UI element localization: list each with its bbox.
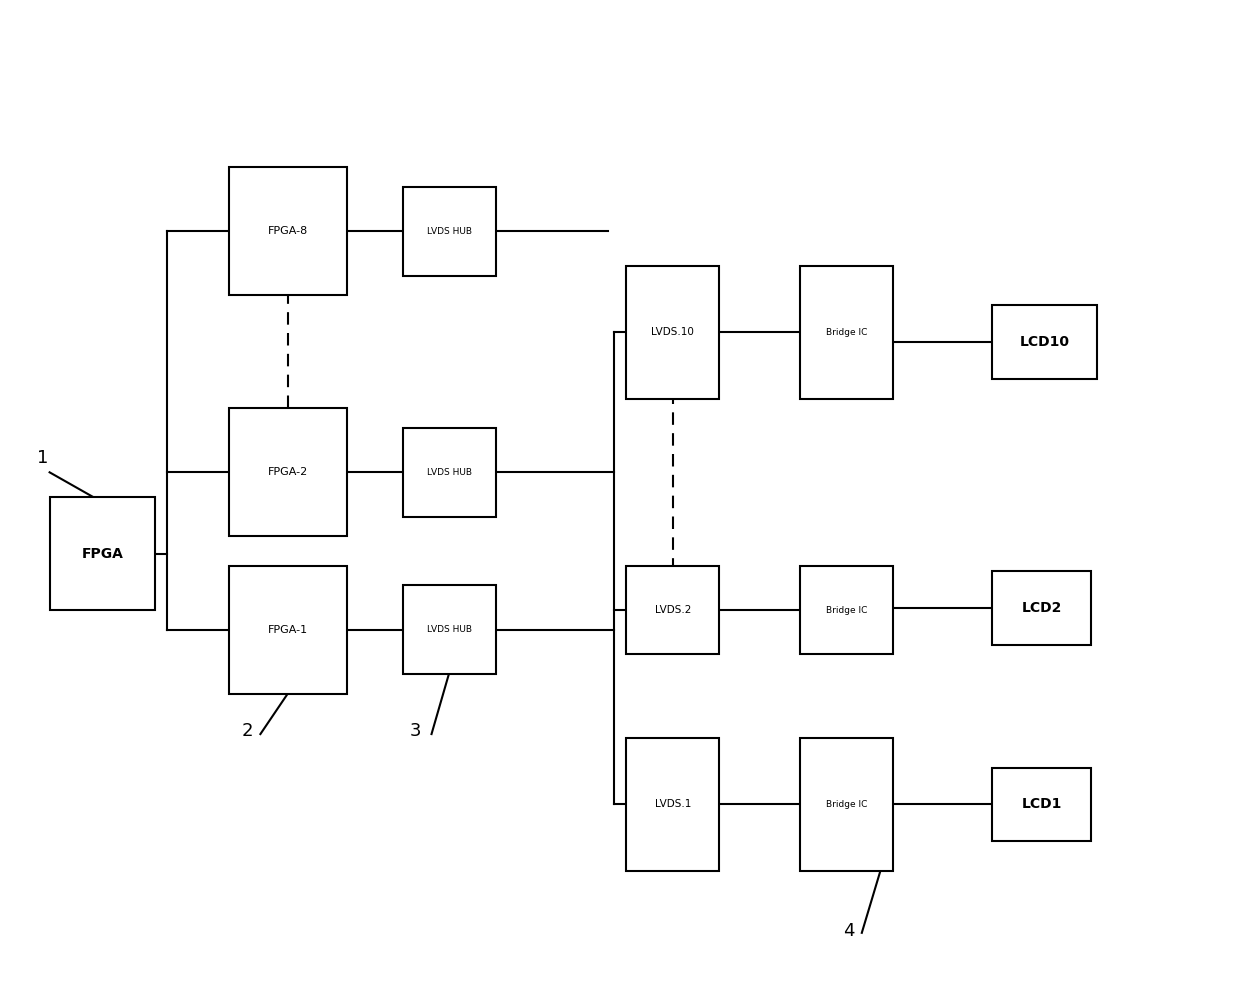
- Text: Bridge IC: Bridge IC: [826, 328, 867, 337]
- Bar: [800, 266, 893, 399]
- Text: LCD2: LCD2: [1022, 600, 1061, 615]
- Text: LVDS.2: LVDS.2: [655, 605, 691, 615]
- Bar: [992, 305, 1097, 379]
- Text: LVDS HUB: LVDS HUB: [427, 226, 472, 236]
- Bar: [403, 428, 496, 517]
- Bar: [229, 408, 347, 536]
- Bar: [800, 566, 893, 654]
- Text: LCD1: LCD1: [1022, 797, 1061, 812]
- Bar: [403, 585, 496, 674]
- Text: LVDS.1: LVDS.1: [655, 799, 691, 810]
- Bar: [992, 768, 1091, 841]
- Text: LVDS HUB: LVDS HUB: [427, 467, 472, 477]
- Text: LCD10: LCD10: [1019, 335, 1070, 349]
- Text: Bridge IC: Bridge IC: [826, 800, 867, 809]
- Bar: [229, 566, 347, 694]
- Text: 3: 3: [409, 722, 420, 740]
- Text: 1: 1: [37, 450, 48, 467]
- Bar: [992, 571, 1091, 645]
- Bar: [626, 738, 719, 871]
- Text: FPGA-1: FPGA-1: [268, 625, 309, 635]
- Bar: [626, 266, 719, 399]
- Text: Bridge IC: Bridge IC: [826, 605, 867, 615]
- Bar: [800, 738, 893, 871]
- Text: FPGA-2: FPGA-2: [268, 467, 309, 477]
- Bar: [626, 566, 719, 654]
- Text: LVDS HUB: LVDS HUB: [427, 625, 472, 635]
- Text: 2: 2: [242, 722, 253, 740]
- Text: 4: 4: [843, 922, 854, 940]
- Bar: [50, 497, 155, 610]
- Bar: [403, 187, 496, 276]
- Bar: [229, 167, 347, 295]
- Text: LVDS.10: LVDS.10: [651, 327, 694, 338]
- Text: FPGA-8: FPGA-8: [268, 226, 309, 236]
- Text: FPGA: FPGA: [82, 546, 123, 561]
